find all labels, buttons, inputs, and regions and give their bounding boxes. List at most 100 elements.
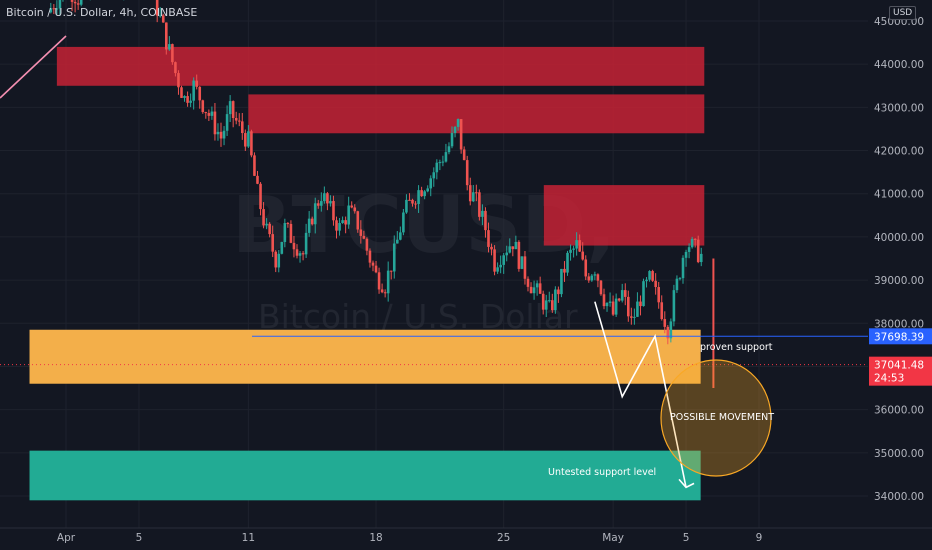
candle-body — [402, 212, 405, 233]
candle-body — [323, 193, 326, 202]
candle-body — [189, 100, 192, 103]
candle-body — [268, 223, 271, 235]
candle-body — [408, 199, 411, 201]
candle-body — [417, 190, 420, 205]
candle-body — [681, 257, 685, 279]
candle-body — [341, 220, 344, 224]
candle-body — [338, 223, 341, 231]
price-tick-label: 42000.00 — [874, 146, 924, 158]
candle-body — [286, 223, 290, 225]
candle-body — [429, 178, 433, 189]
candle-body — [654, 280, 657, 288]
candle-body — [365, 238, 369, 251]
candle-body — [405, 199, 408, 213]
candle-body — [79, 0, 83, 5]
candle-body — [623, 290, 627, 297]
time-tick-label: 11 — [242, 532, 255, 544]
candle-body — [490, 246, 493, 250]
trend-line — [0, 35, 67, 99]
candle-body — [484, 210, 487, 231]
candle-body — [602, 294, 606, 307]
candle-body — [699, 253, 703, 263]
candle-body — [687, 247, 691, 252]
overlays-layer — [0, 35, 868, 489]
candle-body — [605, 302, 609, 307]
candle-body — [432, 172, 436, 179]
symbol-title[interactable]: Bitcoin / U.S. Dollar, 4h, COINBASE — [6, 6, 198, 19]
candle-body — [392, 243, 396, 272]
candle-body — [201, 100, 205, 113]
time-tick-label: Apr — [57, 532, 76, 544]
candle-body — [244, 133, 247, 147]
time-axis-bg — [0, 528, 932, 550]
candle-body — [49, 8, 53, 13]
price-tag-countdown: 24:53 — [874, 373, 904, 385]
candle-body — [362, 235, 366, 239]
candle-body — [514, 241, 518, 250]
candle-body — [301, 253, 305, 255]
price-tag-current-text: 37041.48 — [874, 360, 924, 372]
candle-body — [696, 239, 700, 263]
candle-body — [259, 183, 262, 210]
candle-body — [456, 119, 460, 127]
candle-body — [70, 0, 74, 2]
candle-body — [73, 1, 77, 4]
candle-body — [578, 240, 581, 252]
candle-body — [304, 232, 308, 255]
candle-body — [471, 192, 475, 202]
candle-body — [374, 265, 378, 273]
candle-body — [557, 289, 560, 295]
candle-body — [630, 316, 633, 318]
candle-body — [344, 220, 347, 225]
candle-body — [332, 201, 335, 221]
candle-body — [627, 296, 630, 317]
candle-body — [192, 80, 195, 101]
candle-body — [669, 321, 673, 339]
candle-body — [177, 73, 180, 88]
candle-body — [435, 162, 439, 173]
time-tick-label: May — [602, 532, 624, 544]
candle-body — [478, 192, 481, 217]
candle-body — [240, 121, 244, 134]
currency-button[interactable]: USD — [889, 6, 917, 20]
candle-body — [55, 8, 59, 10]
candle-body — [411, 199, 414, 204]
candle-body — [335, 220, 338, 231]
candle-body — [158, 15, 162, 17]
candle-body — [584, 259, 588, 277]
candle-body — [292, 242, 296, 250]
candle-body — [648, 271, 651, 280]
candle-body — [295, 249, 299, 256]
candle-body — [499, 264, 502, 268]
price-axis: 45000.0044000.0043000.0042000.0041000.00… — [868, 0, 932, 550]
candle-body — [195, 80, 198, 87]
candle-body — [526, 278, 530, 287]
zone-resistance-2 — [248, 94, 705, 134]
candle-body — [508, 246, 512, 253]
candle-body — [76, 3, 80, 5]
candle-body — [383, 292, 387, 294]
candle-body — [359, 229, 363, 236]
candle-body — [617, 298, 621, 301]
candle-body — [651, 271, 654, 281]
candle-body — [599, 280, 603, 295]
candle-body — [420, 190, 423, 197]
candle-body — [450, 132, 454, 147]
candle-body — [575, 240, 578, 249]
candle-body — [234, 118, 238, 121]
price-tick-label: 38000.00 — [874, 318, 924, 330]
price-tag-support-text: 37698.39 — [874, 331, 924, 343]
candle-body — [614, 298, 618, 315]
candle-body — [459, 119, 463, 150]
candle-body — [247, 131, 250, 147]
candle-body — [396, 239, 399, 244]
price-tick-label: 41000.00 — [874, 189, 924, 201]
candle-body — [468, 185, 472, 202]
candle-body — [58, 0, 62, 9]
possible-movement-circle — [660, 359, 772, 477]
candle-body — [204, 112, 208, 114]
candle-body — [414, 203, 417, 205]
price-tag-support — [869, 328, 932, 345]
